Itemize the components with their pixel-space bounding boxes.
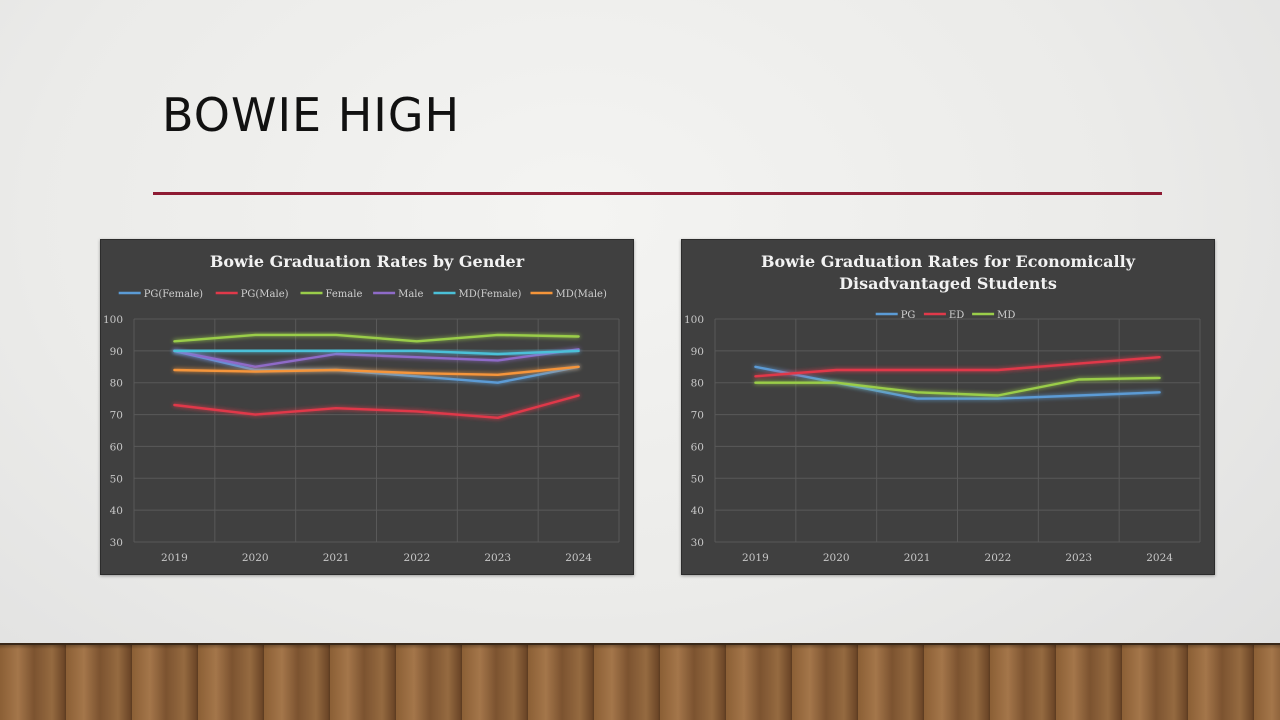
y-tick-label: 70 — [110, 410, 123, 422]
legend-label: PG — [901, 310, 916, 321]
series-line-pg-male — [173, 394, 580, 420]
y-tick-label: 80 — [691, 378, 704, 390]
y-tick-label: 60 — [110, 441, 123, 453]
legend-item: Male — [373, 289, 423, 300]
y-tick-label: 40 — [691, 505, 704, 517]
chart-title: Bowie Graduation Rates by Gender — [210, 252, 525, 271]
legend-item: MD(Male) — [530, 289, 607, 300]
legend-label: MD — [997, 310, 1015, 321]
x-tick-label: 2024 — [1146, 552, 1173, 564]
series-line-female — [173, 333, 580, 343]
econ-chart-svg: Bowie Graduation Rates for Economically D… — [684, 252, 1201, 564]
y-tick-label: 50 — [691, 473, 704, 485]
wood-floor — [0, 643, 1280, 720]
y-tick-label: 30 — [691, 537, 704, 549]
legend-label: MD(Male) — [556, 289, 607, 300]
chart-title: Disadvantaged Students — [839, 274, 1057, 293]
y-tick-label: 70 — [691, 410, 704, 422]
x-tick-label: 2021 — [904, 552, 931, 564]
y-tick-label: 80 — [110, 378, 123, 390]
legend-label: Male — [398, 289, 423, 300]
x-tick-label: 2024 — [565, 552, 592, 564]
legend-label: PG(Female) — [144, 289, 203, 300]
x-tick-label: 2020 — [823, 552, 850, 564]
legend-item: MD — [972, 310, 1015, 321]
x-tick-label: 2020 — [242, 552, 269, 564]
legend-item: PG(Female) — [118, 289, 203, 300]
legend-label: MD(Female) — [459, 289, 522, 300]
title-divider — [153, 192, 1162, 195]
series-line-pg — [754, 365, 1161, 400]
gender-chart: Bowie Graduation Rates by Gender PG(Femal… — [100, 239, 634, 575]
legend-label: Female — [326, 289, 363, 300]
slide-title: BOWIE HIGH — [162, 88, 461, 142]
legend-item: ED — [923, 310, 964, 321]
series-line-md-male — [173, 365, 580, 377]
x-tick-label: 2022 — [985, 552, 1012, 564]
legend-label: ED — [949, 310, 964, 321]
legend-item: PG(Male) — [215, 289, 289, 300]
y-tick-label: 40 — [110, 505, 123, 517]
legend-item: MD(Female) — [433, 289, 522, 300]
y-tick-label: 90 — [691, 346, 704, 358]
series-line-md-female — [173, 349, 580, 356]
x-tick-label: 2019 — [161, 552, 188, 564]
series-line-pg-female — [173, 349, 580, 384]
legend-label: PG(Male) — [241, 289, 289, 300]
x-tick-label: 2023 — [484, 552, 511, 564]
chart-title: Bowie Graduation Rates for Economically — [761, 252, 1136, 271]
x-tick-label: 2019 — [742, 552, 769, 564]
series-line-male — [173, 348, 580, 369]
legend-item: Female — [300, 289, 363, 300]
x-tick-label: 2023 — [1065, 552, 1092, 564]
y-tick-label: 30 — [110, 537, 123, 549]
x-tick-label: 2022 — [404, 552, 431, 564]
y-tick-label: 100 — [103, 314, 123, 326]
x-tick-label: 2021 — [323, 552, 350, 564]
y-tick-label: 50 — [110, 473, 123, 485]
floor-seam — [0, 643, 1280, 645]
gender-chart-svg: Bowie Graduation Rates by Gender PG(Femal… — [103, 252, 620, 564]
y-tick-label: 60 — [691, 441, 704, 453]
econ-chart: Bowie Graduation Rates for Economically D… — [681, 239, 1215, 575]
series-line-ed — [754, 355, 1161, 378]
y-tick-label: 90 — [110, 346, 123, 358]
y-tick-label: 100 — [684, 314, 704, 326]
series-line-md — [754, 376, 1161, 397]
legend-item: PG — [875, 310, 916, 321]
